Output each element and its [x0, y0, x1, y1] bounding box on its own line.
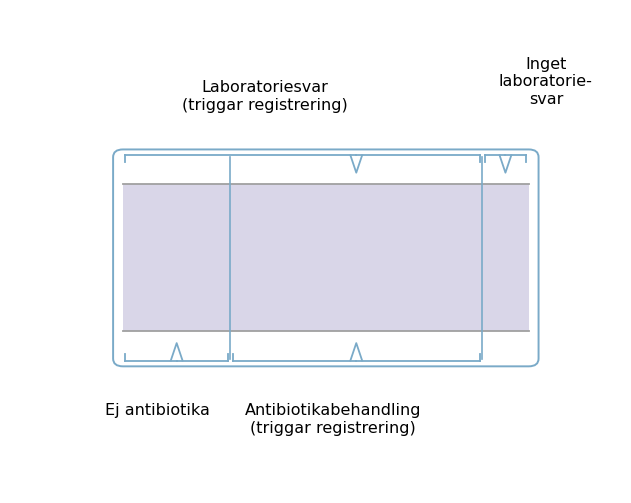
Text: Laboratoriesvar
(triggar registrering): Laboratoriesvar (triggar registrering): [182, 80, 348, 113]
Text: Inget
laboratorie-
svar: Inget laboratorie- svar: [499, 57, 593, 107]
Text: Ej antibiotika: Ej antibiotika: [105, 403, 209, 418]
Text: Antibiotikabehandling
(triggar registrering): Antibiotikabehandling (triggar registrer…: [245, 403, 422, 436]
Bar: [123, 184, 529, 331]
FancyBboxPatch shape: [113, 149, 539, 366]
